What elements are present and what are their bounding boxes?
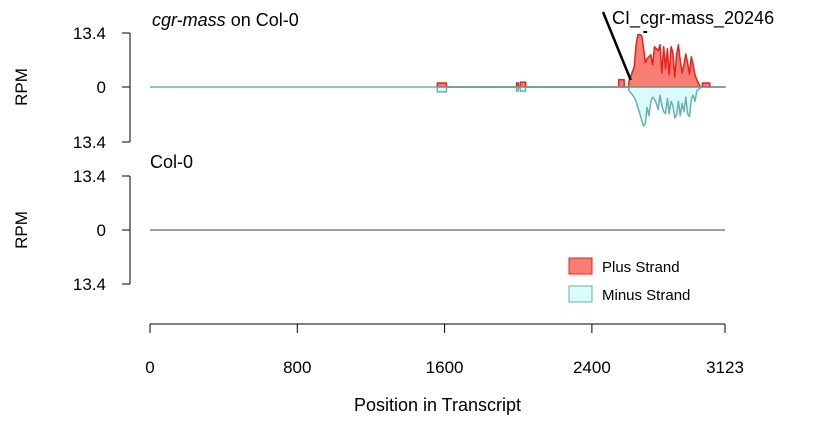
panel-title-rest: on Col-0 [226, 10, 299, 30]
y-tick-label: 0 [97, 221, 106, 240]
y-axis-label: RPM [12, 211, 31, 249]
panel-title-rest: Col-0 [150, 152, 193, 172]
panel-title: cgr-mass on Col-0 [152, 10, 299, 30]
annotation-label: CI_cgr-mass_20246 [612, 8, 774, 29]
x-axis-label: Position in Transcript [354, 395, 521, 415]
x-tick-label: 2400 [573, 358, 611, 377]
y-tick-label: 0 [97, 78, 106, 97]
legend-swatch [568, 285, 593, 303]
panel-title: Col-0 [150, 152, 193, 172]
minus-strand-area [436, 86, 704, 127]
y-tick-label: 13.4 [73, 167, 106, 186]
x-tick-label: 0 [145, 358, 154, 377]
x-tick-label: 3123 [706, 358, 744, 377]
legend-label: Plus Strand [602, 259, 680, 276]
y-tick-label: 13.4 [73, 275, 106, 294]
legend-label: Minus Strand [602, 287, 690, 304]
x-tick-label: 1600 [426, 358, 464, 377]
annotation-pointer [601, 11, 632, 81]
legend-swatch [568, 257, 593, 275]
plus-strand-area [436, 33, 726, 88]
x-tick-label: 800 [283, 358, 311, 377]
y-axis-label: RPM [12, 68, 31, 106]
y-tick-label: 13.4 [73, 24, 106, 43]
panel-title-italic: cgr-mass [152, 10, 226, 30]
y-tick-label: 13.4 [73, 133, 106, 152]
